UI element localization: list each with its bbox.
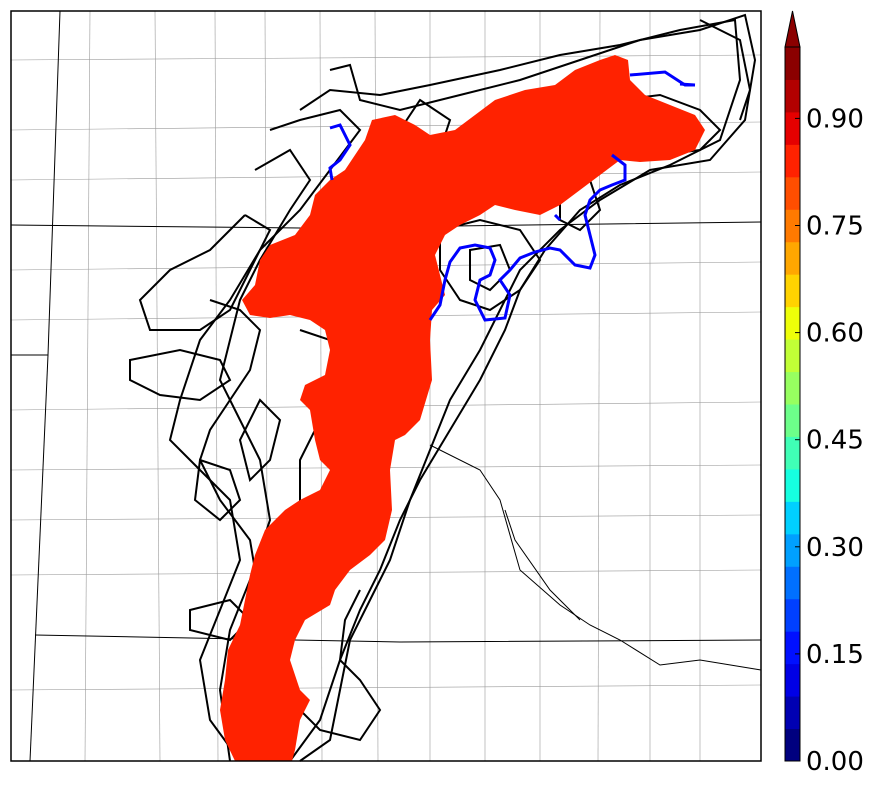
colorbar-tick-label: 0.15 (806, 640, 864, 670)
colorbar-tick-label: 0.00 (806, 747, 864, 777)
colorbar-segment (785, 468, 800, 502)
colorbar-segment (785, 663, 800, 697)
colorbar-outline (784, 46, 801, 762)
colorbar-segment (785, 533, 800, 567)
colorbar-extension-arrow (784, 10, 801, 48)
observed-contours (328, 70, 696, 322)
colorbar-tick-label: 0.75 (806, 212, 864, 242)
colorbar-segment (785, 47, 800, 80)
map-frame (10, 10, 762, 762)
colorbar-segment (785, 501, 800, 535)
colorbar-segment (785, 176, 800, 210)
colorbar-segment (785, 728, 800, 762)
colorbar: 0.00 0.15 0.30 0.45 0.60 0.75 0.90 (784, 10, 864, 777)
colorbar-segment (785, 79, 800, 113)
state-boundaries (10, 10, 762, 762)
probability-fill-region (220, 55, 705, 761)
colorbar-segment (785, 696, 800, 730)
colorbar-segment (785, 598, 800, 632)
colorbar-tick-label: 0.90 (806, 104, 864, 134)
colorbar-segment (785, 306, 800, 340)
colorbar-segment (785, 111, 800, 145)
colorbar-segment (785, 274, 800, 308)
ensemble-member-contours (129, 13, 757, 762)
colorbar-tick-label: 0.60 (806, 319, 864, 349)
colorbar-segment (785, 371, 800, 405)
colorbar-segment (785, 631, 800, 665)
colorbar-segment (785, 339, 800, 373)
colorbar-segment (785, 436, 800, 470)
colorbar-segment (785, 566, 800, 600)
colorbar-segment (785, 241, 800, 275)
colorbar-segment (785, 209, 800, 243)
colorbar-segment (785, 144, 800, 178)
colorbar-tick-label: 0.45 (806, 426, 864, 456)
colorbar-segment (785, 404, 800, 437)
colorbar-tick-label: 0.30 (806, 533, 864, 563)
